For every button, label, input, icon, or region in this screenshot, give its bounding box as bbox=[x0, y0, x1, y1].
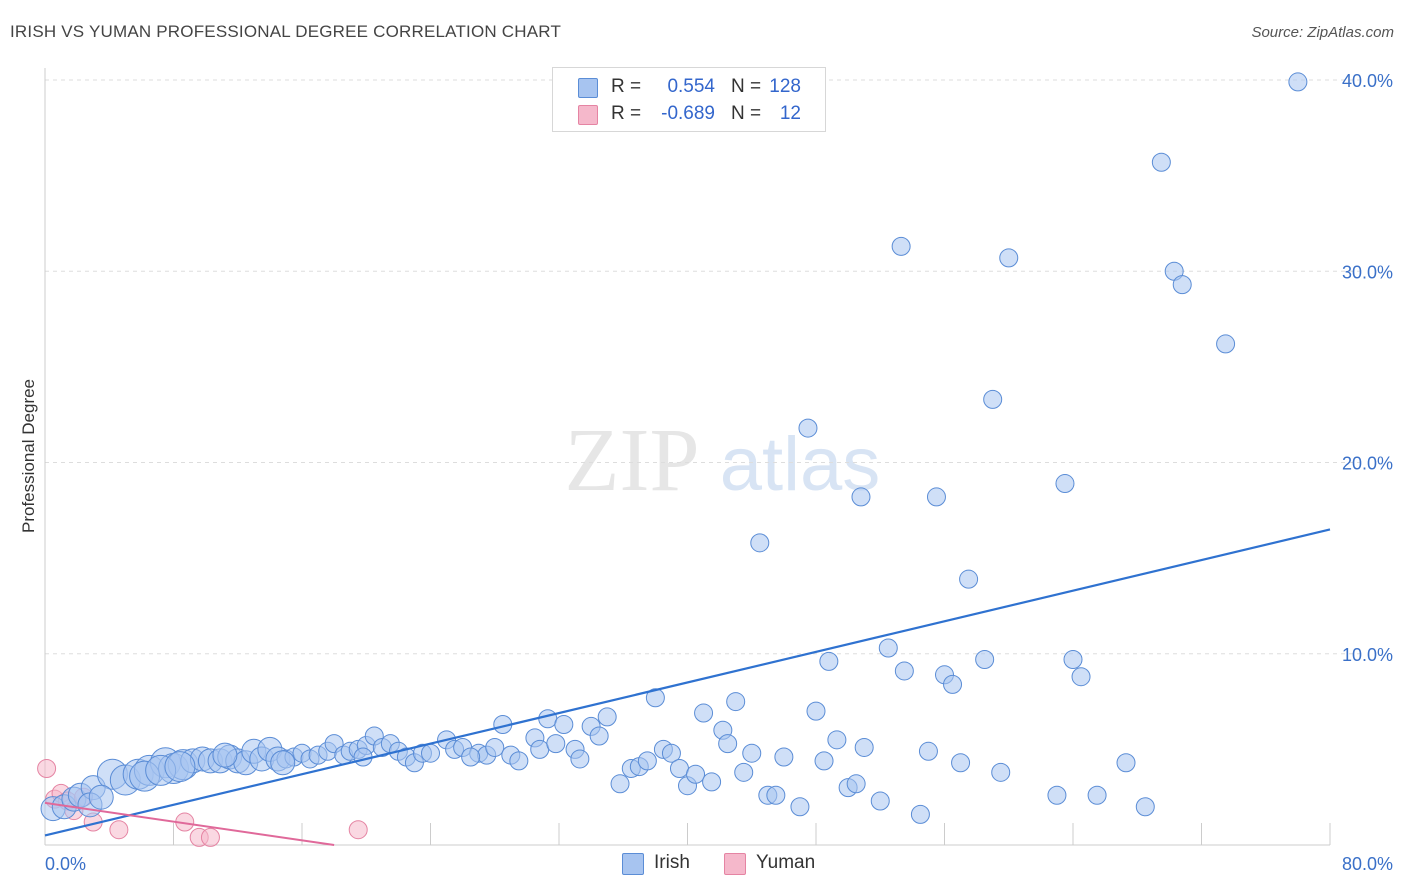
n-value-yuman: 12 bbox=[779, 103, 801, 124]
irish-point bbox=[421, 743, 440, 763]
r-value-yuman: -0.689 bbox=[661, 103, 715, 124]
irish-point bbox=[1055, 474, 1075, 494]
irish-point bbox=[1047, 785, 1067, 805]
irish-point bbox=[1135, 797, 1155, 817]
irish-point bbox=[878, 638, 898, 658]
irish-point bbox=[910, 804, 930, 824]
irish-point bbox=[814, 751, 834, 771]
irish-point bbox=[637, 751, 657, 771]
y-axis-label: Professional Degree bbox=[19, 379, 38, 533]
irish-point bbox=[718, 734, 738, 754]
yuman-legend-label: Yuman bbox=[756, 852, 816, 873]
n-value-irish: 128 bbox=[769, 76, 801, 97]
irish-point bbox=[530, 739, 550, 759]
watermark-zip: ZIP bbox=[565, 411, 700, 510]
irish-point bbox=[686, 764, 706, 784]
irish-point bbox=[597, 707, 617, 727]
r-label: R = bbox=[611, 103, 642, 124]
irish-point bbox=[589, 726, 609, 746]
irish-point bbox=[790, 797, 810, 817]
irish-point bbox=[959, 569, 979, 589]
yuman-swatch bbox=[578, 105, 598, 125]
irish-point bbox=[1172, 275, 1192, 295]
irish-point bbox=[353, 747, 373, 767]
irish-point bbox=[212, 742, 238, 768]
yuman-point bbox=[109, 820, 129, 840]
irish-point bbox=[1087, 785, 1107, 805]
irish-point bbox=[734, 762, 754, 782]
irish-point bbox=[1071, 667, 1091, 687]
irish-point bbox=[509, 751, 529, 771]
irish-point bbox=[742, 743, 762, 763]
irish-point bbox=[891, 236, 911, 256]
irish-point bbox=[774, 747, 794, 767]
irish-point bbox=[669, 759, 689, 778]
irish-point bbox=[854, 737, 874, 757]
y-tick-label: 10.0% bbox=[1342, 645, 1393, 665]
y-tick-label: 30.0% bbox=[1342, 262, 1393, 282]
irish-legend-swatch bbox=[622, 853, 644, 875]
irish-point bbox=[975, 649, 995, 669]
y-tick-label: 20.0% bbox=[1342, 454, 1393, 474]
irish-point bbox=[846, 774, 866, 794]
irish-point bbox=[750, 533, 770, 553]
irish-trend-line bbox=[44, 528, 1331, 837]
irish-point bbox=[1063, 649, 1083, 669]
irish-point bbox=[546, 734, 566, 754]
irish-point bbox=[661, 743, 681, 763]
irish-point bbox=[819, 651, 839, 671]
irish-point bbox=[851, 487, 871, 507]
n-label: N = bbox=[731, 103, 762, 124]
irish-point bbox=[694, 703, 714, 723]
irish-point bbox=[702, 772, 722, 792]
irish-point bbox=[270, 750, 296, 776]
correlation-legend: R = 0.554 N = 128 R = -0.689 N = 12 bbox=[552, 67, 826, 132]
irish-point bbox=[1288, 72, 1308, 92]
irish-point bbox=[983, 389, 1003, 409]
x-tick-label: 80.0% bbox=[1342, 854, 1393, 874]
irish-point bbox=[645, 688, 665, 708]
irish-point bbox=[538, 709, 558, 729]
yuman-point bbox=[348, 820, 368, 840]
chart-title: IRISH VS YUMAN PROFESSIONAL DEGREE CORRE… bbox=[10, 22, 562, 41]
y-tick-label: 40.0% bbox=[1342, 71, 1393, 91]
irish-point bbox=[870, 791, 890, 811]
irish-point bbox=[999, 248, 1019, 268]
yuman-trend-line bbox=[44, 801, 335, 846]
irish-point bbox=[926, 487, 946, 507]
irish-point bbox=[164, 751, 196, 783]
irish-point bbox=[943, 674, 963, 694]
irish-point bbox=[918, 741, 938, 761]
yuman-point bbox=[200, 827, 220, 847]
yuman-legend-swatch bbox=[724, 853, 746, 875]
irish-point bbox=[726, 692, 746, 712]
watermark: ZIP atlas bbox=[565, 411, 881, 510]
irish-point bbox=[610, 774, 630, 794]
n-label: N = bbox=[731, 76, 762, 97]
irish-point bbox=[1116, 753, 1136, 773]
r-value-irish: 0.554 bbox=[667, 76, 715, 97]
irish-swatch bbox=[578, 78, 598, 98]
irish-point bbox=[461, 747, 481, 767]
irish-point bbox=[827, 730, 847, 750]
irish-point bbox=[88, 784, 114, 810]
irish-point bbox=[554, 715, 574, 735]
irish-point bbox=[570, 749, 590, 769]
source-credit: Source: ZipAtlas.com bbox=[1251, 24, 1394, 41]
irish-point bbox=[991, 762, 1011, 782]
irish-point bbox=[951, 753, 971, 773]
irish-point bbox=[1216, 334, 1236, 354]
irish-legend-label: Irish bbox=[654, 852, 690, 873]
irish-point bbox=[485, 737, 505, 757]
irish-point bbox=[798, 418, 818, 438]
irish-point bbox=[894, 661, 914, 681]
irish-point bbox=[806, 701, 826, 721]
x-tick-label: 0.0% bbox=[45, 854, 86, 874]
r-label: R = bbox=[611, 76, 642, 97]
yuman-point bbox=[37, 759, 57, 778]
irish-point bbox=[766, 785, 786, 805]
irish-point bbox=[1151, 152, 1171, 172]
